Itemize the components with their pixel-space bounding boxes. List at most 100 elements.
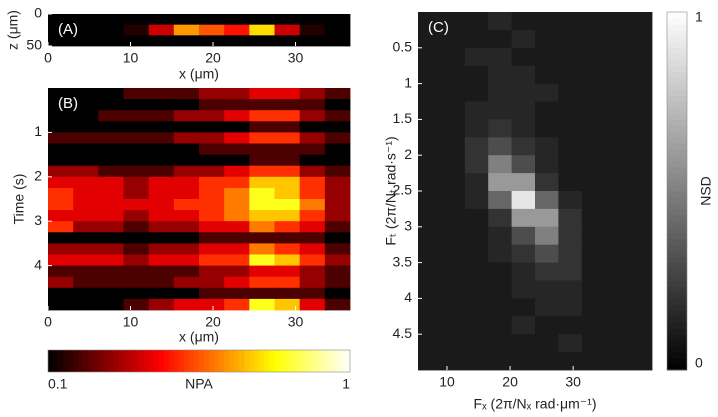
heatmap-cell — [249, 221, 275, 233]
colorbar-step — [103, 350, 109, 372]
heatmap-cell — [274, 187, 301, 200]
heatmap-cell — [558, 101, 583, 120]
heatmap-cell — [511, 334, 536, 353]
heatmap-cell — [123, 276, 150, 289]
heatmap-cell — [535, 12, 559, 31]
heatmap-cell — [324, 132, 351, 144]
heatmap-cell — [581, 244, 606, 263]
heatmap-cell — [628, 65, 653, 84]
heatmap-cell — [605, 334, 629, 353]
heatmap-cell — [488, 155, 512, 174]
heatmap-cell — [173, 265, 200, 278]
heatmap-cell — [224, 221, 250, 233]
heatmap-cell — [418, 280, 442, 299]
heatmap-cell — [199, 176, 225, 189]
colorbar-step — [309, 350, 316, 372]
heatmap-cell — [274, 176, 301, 189]
heatmap-cell — [123, 221, 150, 233]
colorbar-step — [254, 350, 260, 372]
heatmap-cell — [464, 226, 489, 246]
heatmap-cell — [488, 244, 512, 263]
colorbar-step — [249, 350, 255, 372]
heatmap-cell — [511, 119, 536, 138]
colorbar-step — [118, 350, 124, 372]
heatmap-cell — [299, 24, 326, 36]
heatmap-cell — [418, 83, 442, 102]
heatmap-cell — [441, 119, 466, 138]
heatmap-cell — [581, 47, 606, 67]
colorbar-step — [264, 350, 270, 372]
heatmap-cell — [98, 121, 124, 133]
heatmap-cell — [441, 12, 466, 31]
heatmap-cell — [148, 254, 175, 266]
heatmap-cell — [123, 199, 150, 211]
heatmap-cell — [123, 88, 150, 100]
heatmap-cell — [249, 154, 275, 167]
heatmap-cell — [199, 287, 225, 300]
heatmap-cell — [98, 132, 124, 144]
colorbar-step — [239, 350, 245, 372]
heatmap-cell — [123, 232, 150, 244]
heatmap-cell — [224, 132, 250, 144]
heatmap-cell — [418, 29, 442, 49]
x-tick-label: 0 — [44, 50, 52, 66]
heatmap-cell — [558, 173, 583, 192]
heatmap-cell — [173, 121, 200, 133]
heatmap-cell — [98, 199, 124, 211]
heatmap-cell — [73, 276, 99, 289]
heatmap-cell — [274, 121, 301, 133]
colorbar-step — [667, 262, 687, 270]
colorbar-step — [667, 12, 687, 19]
colorbar-step — [234, 350, 240, 372]
heatmap-cell — [148, 165, 175, 178]
heatmap-cell — [299, 243, 326, 255]
colorbar-tick-label: 0.1 — [48, 376, 68, 392]
heatmap-cell — [535, 83, 559, 102]
heatmap-cell — [123, 143, 150, 155]
colorbar-step — [83, 350, 89, 372]
heatmap-cell — [173, 199, 200, 211]
heatmap-cell — [249, 254, 275, 266]
heatmap-cell — [605, 12, 629, 31]
heatmap-cell — [488, 12, 512, 31]
heatmap-cell — [605, 226, 629, 246]
heatmap-cell — [535, 298, 559, 317]
heatmap-cell — [535, 155, 559, 174]
heatmap-cell — [274, 265, 301, 278]
heatmap-cell — [73, 110, 99, 122]
colorbar-step — [667, 185, 687, 192]
y-tick-label: 4.5 — [393, 325, 413, 341]
heatmap-cell — [249, 143, 275, 155]
heatmap-cell — [48, 265, 74, 278]
colorbar-step — [667, 173, 687, 180]
heatmap-cell — [98, 154, 124, 167]
heatmap-cell — [73, 121, 99, 133]
x-tick-label: 10 — [123, 50, 139, 66]
heatmap-cell — [173, 254, 200, 266]
colorbar-step — [667, 131, 687, 138]
y-tick-label: 3 — [404, 218, 412, 234]
colorbar-step — [667, 125, 687, 132]
heatmap-cell — [299, 265, 326, 278]
heatmap-cell — [418, 316, 442, 335]
colorbar-step — [209, 350, 215, 372]
heatmap-cell — [148, 243, 175, 255]
heatmap-cell — [558, 155, 583, 174]
heatmap-cell — [123, 110, 150, 122]
heatmap-cell — [605, 65, 629, 84]
heatmap-cell — [199, 132, 225, 144]
colorbar-step — [667, 322, 687, 329]
heatmap-cell — [123, 265, 150, 278]
colorbar-step — [667, 59, 687, 67]
heatmap-cell — [249, 298, 275, 311]
y-tick-label: 1 — [404, 74, 412, 90]
colorbar-step — [128, 350, 135, 372]
heatmap-cell — [274, 243, 301, 255]
heatmap-cell — [628, 262, 653, 281]
panel-label: (A) — [58, 21, 78, 38]
heatmap-cell — [123, 35, 150, 47]
heatmap-cell — [418, 244, 442, 263]
colorbar-step — [329, 350, 336, 372]
colorbar-step — [93, 350, 99, 372]
